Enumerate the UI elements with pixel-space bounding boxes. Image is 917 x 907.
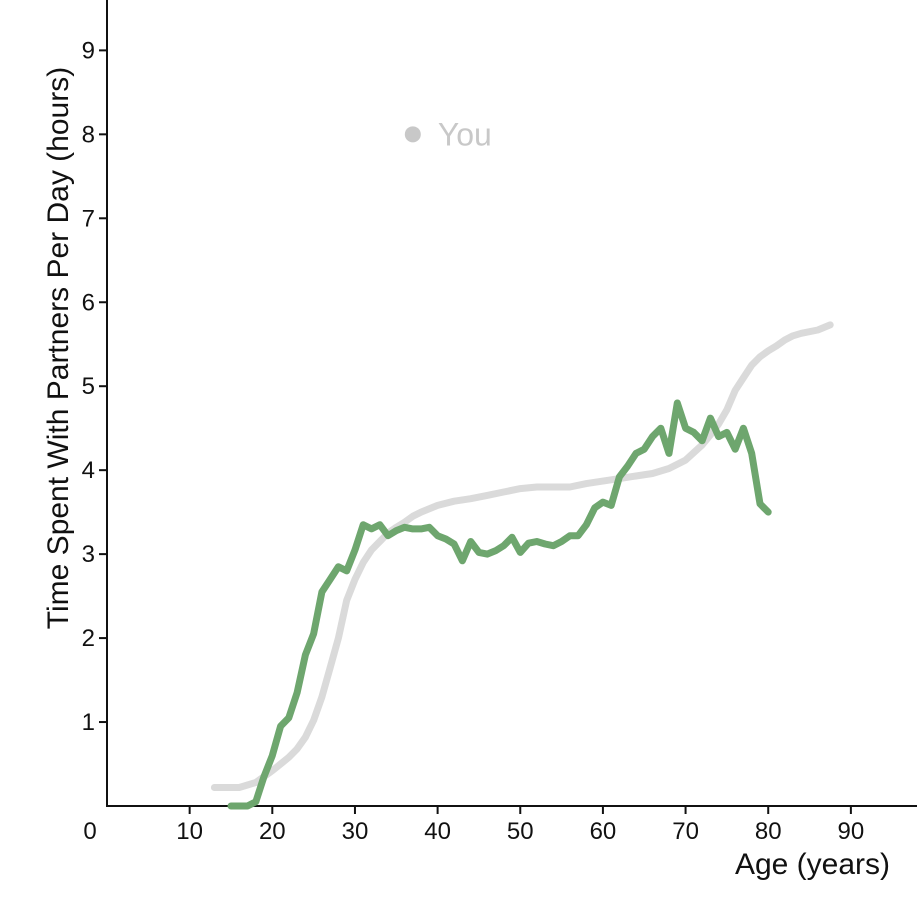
- y-tick-label: 4: [82, 457, 95, 484]
- x-tick-label: 60: [590, 818, 617, 845]
- series-line-you: [210, 321, 834, 791]
- x-tick-label: 40: [424, 818, 451, 845]
- y-tick-label: 6: [82, 289, 95, 316]
- x-axis-title: Age (years): [735, 848, 890, 881]
- x-tick-label: 90: [838, 818, 865, 845]
- legend-label: You: [438, 116, 492, 152]
- x-tick-label: 70: [672, 818, 699, 845]
- y-tick-label: 2: [82, 625, 95, 652]
- series-line-partner-data: [227, 399, 772, 810]
- x-tick-label: 50: [507, 818, 534, 845]
- x-tick-label: 80: [755, 818, 782, 845]
- legend-marker: [404, 126, 421, 143]
- y-tick-label: 7: [82, 205, 95, 232]
- x-tick-label: 10: [176, 818, 203, 845]
- legend: You: [404, 116, 492, 152]
- y-tick-label: 8: [82, 121, 95, 148]
- series-layer: [210, 321, 834, 810]
- x-tick-label: 20: [259, 818, 286, 845]
- x-tick-label: 0: [83, 818, 96, 845]
- x-tick-label: 30: [342, 818, 369, 845]
- y-tick-label: 5: [82, 373, 95, 400]
- y-tick-label: 1: [82, 709, 95, 736]
- y-tick-label: 9: [82, 37, 95, 64]
- axes: 0 10 20 30 40 50 60 70 80 90 1 2 3 4 5 6 7 8 9: [82, 0, 917, 845]
- y-tick-label: 3: [82, 541, 95, 568]
- y-axis-title: Time Spent With Partners Per Day (hours): [42, 67, 75, 629]
